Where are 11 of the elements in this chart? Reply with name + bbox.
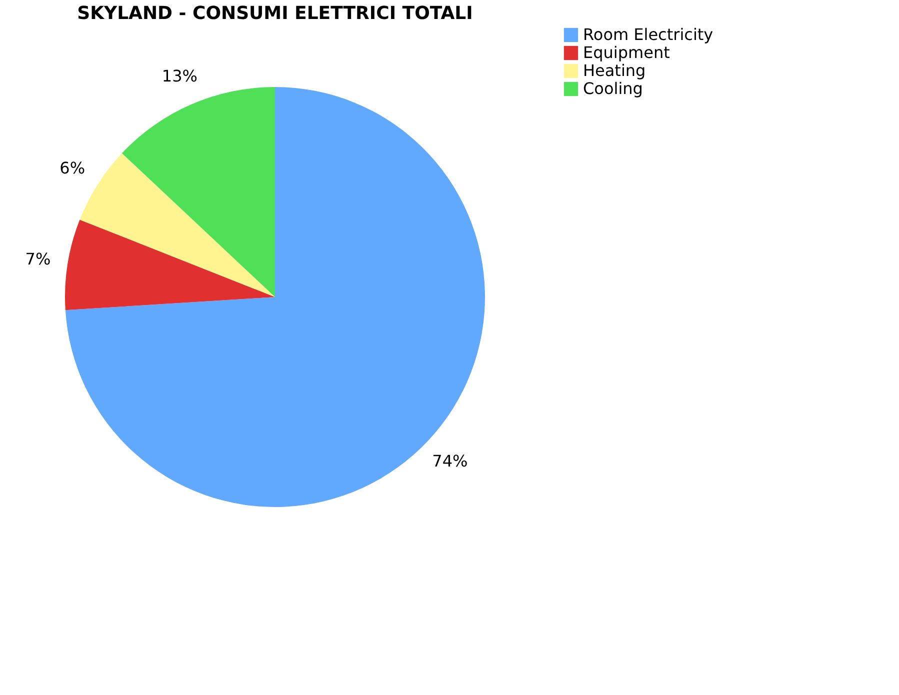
- legend-label: Equipment: [583, 43, 670, 62]
- chart-title: SKYLAND - CONSUMI ELETTRICI TOTALI: [77, 3, 473, 24]
- data-label: 7%: [25, 249, 51, 268]
- legend-label: Room Electricity: [583, 25, 714, 44]
- pie-slice: [65, 220, 275, 310]
- data-label: 74%: [432, 451, 468, 470]
- data-label: 6%: [60, 158, 86, 178]
- data-label: 13%: [162, 66, 198, 86]
- legend-label: Heating: [583, 61, 646, 80]
- pie-slice: [122, 87, 275, 297]
- legend-label: Cooling: [583, 79, 643, 98]
